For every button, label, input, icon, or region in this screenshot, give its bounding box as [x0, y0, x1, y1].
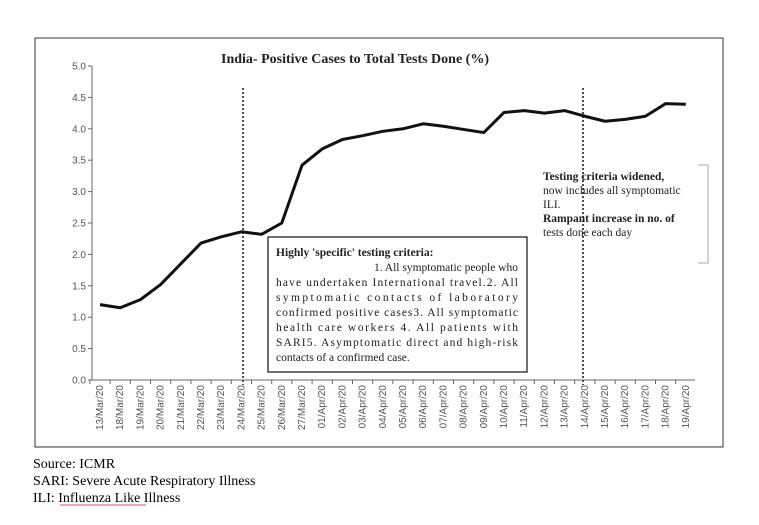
- annotation-line: tests done each day: [543, 227, 632, 239]
- y-tick-label: 4.0: [72, 124, 86, 135]
- annotation-line: confirmed positive cases3. All symptomat…: [276, 307, 518, 319]
- annotation-line: have undertaken International travel.2. …: [276, 277, 518, 289]
- y-tick-label: 0.5: [72, 344, 86, 355]
- annotation-line: now includes all symptomatic: [543, 185, 681, 197]
- line-series: [99, 102, 686, 310]
- y-tick-label: 0.0: [72, 376, 86, 387]
- x-tick-label: 03/Apr/20: [358, 385, 369, 429]
- y-tick-label: 3.0: [72, 187, 86, 198]
- annotation-line: Rampant increase in no. of: [543, 213, 675, 225]
- x-tick-label: 18/Apr/20: [661, 385, 672, 429]
- y-tick-label: 5.0: [72, 62, 86, 73]
- y-tick-label: 2.5: [72, 219, 86, 230]
- footnote: SARI: Severe Acute Respiratory Illness: [33, 474, 255, 489]
- annotation-line: Testing criteria widened,: [543, 171, 664, 183]
- annotation-line: SARI5. Asymptomatic direct and high-risk: [276, 337, 518, 349]
- x-tick-label: 01/Apr/20: [317, 385, 328, 429]
- annotation-box: [267, 236, 528, 373]
- x-tick-label: 20/Mar/20: [156, 385, 167, 430]
- annotation-line: contacts of a confirmed case.: [276, 352, 410, 364]
- x-tick-label: 23/Mar/20: [216, 385, 227, 430]
- x-tick-label: 13/Apr/20: [560, 385, 571, 429]
- x-tick-label: 02/Apr/20: [337, 385, 348, 429]
- x-tick-label: 06/Apr/20: [418, 385, 429, 429]
- x-tick-label: 19/Mar/20: [135, 385, 146, 430]
- x-tick-label: 09/Apr/20: [479, 385, 490, 429]
- x-tick-label: 21/Mar/20: [176, 385, 187, 430]
- x-tick-label: 18/Mar/20: [115, 385, 126, 430]
- x-tick-label: 27/Mar/20: [297, 385, 308, 430]
- annotation-line: ILI.: [543, 199, 561, 211]
- x-tick-label: 10/Apr/20: [499, 385, 510, 429]
- x-tick-label: 16/Apr/20: [620, 385, 631, 429]
- x-tick-label: 05/Apr/20: [398, 385, 409, 429]
- chart-title: India- Positive Cases to Total Tests Don…: [221, 52, 489, 67]
- x-tick-label: 22/Mar/20: [196, 385, 207, 430]
- annotation-line: Highly 'specific' testing criteria:: [276, 247, 433, 259]
- x-tick-label: 25/Mar/20: [257, 385, 268, 430]
- x-tick-label: 04/Apr/20: [378, 385, 389, 429]
- x-tick-label: 26/Mar/20: [277, 385, 288, 430]
- x-tick-label: 11/Apr/20: [519, 385, 530, 428]
- annotation-line: 1. All symptomatic people who: [374, 262, 518, 274]
- x-tick-label: 19/Apr/20: [681, 385, 692, 429]
- x-tick-label: 08/Apr/20: [459, 385, 470, 429]
- x-tick-label: 24/Mar/20: [236, 385, 247, 430]
- bracket: [698, 164, 709, 264]
- y-tick-label: 4.5: [72, 93, 86, 104]
- y-tick-label: 3.5: [72, 156, 86, 167]
- x-tick-label: 07/Apr/20: [438, 385, 449, 429]
- x-tick-label: 13/Mar/20: [95, 385, 106, 430]
- y-tick-label: 2.0: [72, 250, 86, 261]
- x-tick-label: 15/Apr/20: [600, 385, 611, 429]
- chart-frame: [34, 37, 724, 448]
- annotation-line: symptomatic contacts of laboratory: [276, 292, 518, 304]
- x-tick-label: 14/Apr/20: [580, 385, 591, 429]
- x-tick-label: 17/Apr/20: [640, 385, 651, 429]
- x-tick-label: 12/Apr/20: [539, 385, 550, 429]
- footnote: Source: ICMR: [33, 457, 116, 472]
- footnote: ILI: Influenza Like Illness: [33, 491, 180, 506]
- y-tick-label: 1.0: [72, 313, 86, 324]
- y-tick-label: 1.5: [72, 281, 86, 292]
